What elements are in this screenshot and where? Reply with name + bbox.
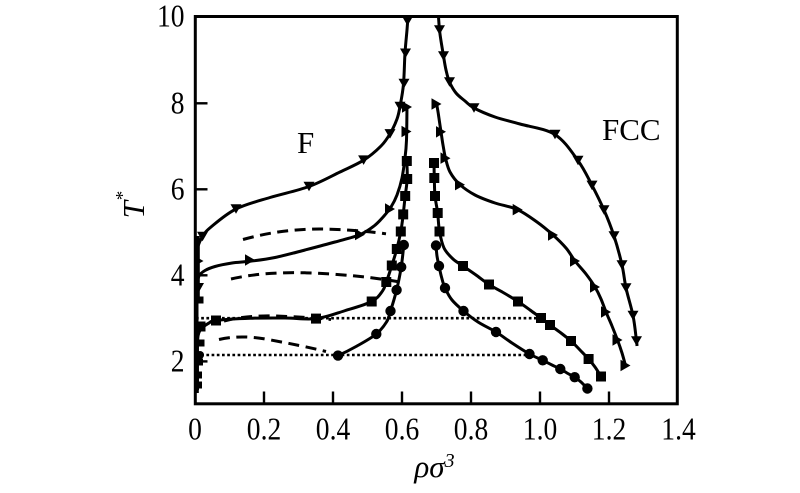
svg-text:0.2: 0.2 (247, 412, 281, 447)
svg-text:1.4: 1.4 (661, 412, 695, 447)
svg-text:0.8: 0.8 (454, 412, 488, 447)
svg-text:1.0: 1.0 (523, 412, 557, 447)
svg-text:1.2: 1.2 (592, 412, 626, 447)
svg-text:6: 6 (171, 172, 185, 207)
svg-text:0: 0 (188, 412, 202, 447)
svg-text:2: 2 (171, 344, 185, 379)
svg-text:4: 4 (171, 258, 185, 293)
svg-text:0.6: 0.6 (385, 412, 419, 447)
svg-text:FCC: FCC (602, 112, 661, 147)
svg-text:10: 10 (157, 0, 185, 34)
svg-text:0.4: 0.4 (316, 412, 350, 447)
svg-text:F: F (297, 125, 314, 160)
svg-text:8: 8 (171, 86, 185, 121)
